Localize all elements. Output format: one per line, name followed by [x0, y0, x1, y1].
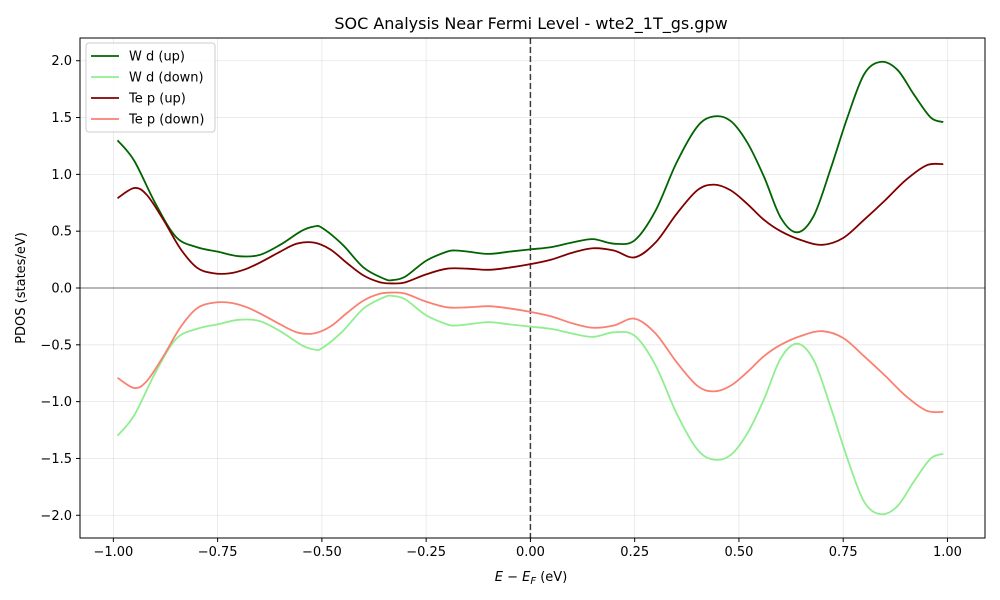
y-tick-label: −1.5	[40, 452, 72, 467]
y-tick-label: −1.0	[40, 395, 72, 410]
legend-box	[85, 42, 216, 133]
y-tick-label: 0.5	[51, 225, 72, 240]
series-line-0	[116, 60, 944, 282]
x-axis-label: E − EF (eV)	[495, 570, 568, 587]
chart-title: SOC Analysis Near Fermi Level - wte2_1T_…	[334, 14, 727, 34]
x-tick-label: −0.50	[302, 545, 342, 560]
series-line-2	[117, 162, 944, 285]
x-tick-label: −0.75	[198, 545, 238, 560]
y-tick-label: 1.0	[51, 168, 72, 183]
x-tick-label: 0.75	[829, 545, 858, 560]
y-tick-label: −2.0	[40, 509, 72, 524]
legend-label-1: W d (down)	[129, 71, 204, 86]
reference-lines	[80, 38, 985, 538]
legend-label-3: Te p (down)	[128, 113, 204, 128]
x-tick-label: 1.00	[933, 545, 962, 560]
y-axis-label: PDOS (states/eV)	[14, 232, 29, 344]
x-tick-label: 0.00	[516, 545, 545, 560]
legend: W d (up) W d (down) Te p (up) Te p (down)	[85, 42, 216, 133]
y-tick-label: 0.0	[51, 282, 72, 297]
x-axis-label-unit: (eV)	[536, 570, 567, 585]
x-tick-label: −0.25	[406, 545, 446, 560]
x-tick-label: 0.25	[620, 545, 649, 560]
series-line-1	[116, 294, 944, 516]
x-axis-ticks: −1.00 −0.75 −0.50 −0.25 0.00 0.25 0.50 0.75 1.00	[93, 538, 962, 560]
series-line-3	[117, 291, 944, 414]
legend-label-2: Te p (up)	[128, 92, 186, 107]
y-tick-label: 1.5	[51, 111, 72, 126]
legend-label-0: W d (up)	[129, 50, 185, 65]
y-axis-ticks: −2.0 −1.5 −1.0 −0.5 0.0 0.5 1.0 1.5 2.0	[40, 54, 80, 524]
x-tick-label: 0.50	[724, 545, 753, 560]
y-tick-label: 2.0	[51, 54, 72, 69]
y-tick-label: −0.5	[40, 338, 72, 353]
series-lines	[116, 60, 944, 516]
x-tick-label: −1.00	[93, 545, 133, 560]
grid	[80, 38, 985, 538]
legend-entries: W d (up) W d (down) Te p (up) Te p (down)	[91, 50, 204, 128]
x-axis-label-main: E − E	[495, 570, 531, 585]
x-axis-label-subscript: F	[530, 576, 536, 587]
